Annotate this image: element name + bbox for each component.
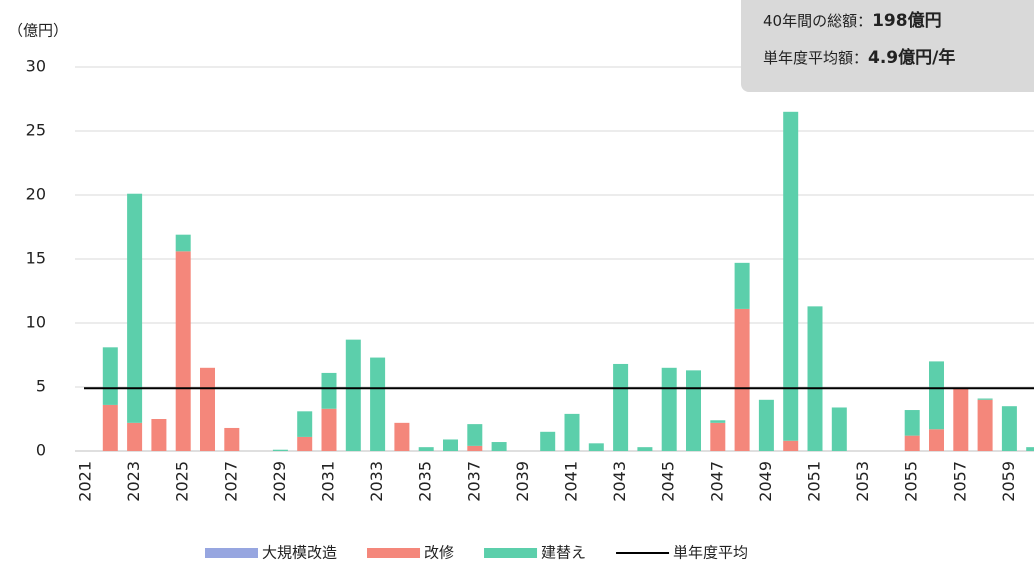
bar-segment: [151, 419, 167, 451]
bar-segment: [710, 420, 726, 423]
bar-segment: [224, 427, 240, 451]
bar-segment: [297, 436, 313, 451]
x-tick-label: 2051: [805, 461, 824, 502]
bar-segment: [102, 347, 118, 405]
bar-segment: [661, 367, 677, 451]
x-tick-label: 2033: [367, 461, 386, 502]
summary-avg-label: 単年度平均額：: [763, 49, 868, 67]
summary-avg-suffix: /年: [932, 47, 955, 68]
bar-segment: [297, 411, 313, 437]
bar-segment: [200, 367, 215, 451]
legend-label: 大規模改造: [262, 544, 337, 562]
bar-segment: [491, 442, 507, 451]
bar-segment: [686, 370, 701, 451]
bar-segment: [904, 410, 920, 436]
bar-segment: [710, 422, 726, 451]
bar-segment: [394, 422, 410, 451]
bar-segment: [734, 308, 750, 451]
x-tick-label: 2027: [221, 461, 240, 502]
bar-segment: [467, 445, 483, 451]
x-tick-label: 2045: [659, 461, 678, 502]
bar-segment: [783, 111, 799, 441]
bar-segment: [418, 447, 434, 451]
y-tick-label: 25: [26, 121, 46, 140]
bar-segment: [127, 422, 143, 451]
legend-label: 建替え: [541, 544, 586, 562]
bar-segment: [321, 372, 337, 409]
x-tick-label: 2041: [562, 461, 581, 502]
y-tick-label: 15: [26, 249, 46, 268]
x-tick-label: 2053: [853, 461, 872, 502]
x-tick-label: 2035: [416, 461, 435, 502]
summary-total-label: 40年間の総額：: [763, 12, 872, 30]
y-tick-label: 10: [26, 313, 46, 332]
x-tick-label: 2029: [270, 461, 289, 502]
x-tick-label: 2021: [76, 461, 95, 502]
bar-segment: [929, 429, 944, 451]
x-tick-label: 2025: [173, 461, 192, 502]
bar-segment: [613, 363, 629, 451]
bar-segment: [1026, 447, 1034, 451]
bar-segment: [904, 435, 920, 451]
x-tick-label: 2043: [610, 461, 629, 502]
legend-swatch: [367, 548, 421, 558]
y-tick-label: 20: [26, 185, 46, 204]
bar-segment: [977, 399, 993, 451]
bar-segment: [734, 262, 750, 309]
bar-segment: [321, 408, 337, 451]
y-tick-label: 30: [26, 57, 46, 76]
x-tick-label: 2059: [999, 461, 1018, 502]
summary-total-value: 198億円: [872, 10, 942, 31]
summary-total: 40年間の総額：198億円: [763, 10, 942, 31]
x-tick-label: 2049: [756, 461, 775, 502]
x-tick-label: 2031: [319, 461, 338, 502]
summary-avg: 単年度平均額：4.9億円/年: [763, 47, 955, 68]
bar-segment: [345, 339, 361, 451]
y-tick-label: 5: [36, 377, 46, 396]
bar-segment: [370, 357, 386, 451]
bar-segment: [175, 251, 191, 451]
legend-label: 単年度平均: [673, 544, 748, 562]
x-tick-label: 2057: [950, 461, 969, 502]
bar-segment: [467, 424, 483, 446]
x-tick-label: 2037: [464, 461, 483, 502]
bar-segment: [564, 413, 580, 451]
bar-segment: [953, 388, 969, 451]
x-tick-label: 2023: [124, 461, 143, 502]
bar-segment: [929, 361, 944, 430]
legend-swatch: [205, 548, 258, 558]
summary-avg-value: 4.9億円: [868, 47, 932, 68]
bar-segment: [1001, 406, 1017, 451]
bar-segment: [540, 431, 556, 451]
bar-segment: [831, 407, 847, 451]
summary-box: [741, 0, 1034, 92]
bar-segment: [127, 193, 143, 423]
bar-segment: [175, 234, 191, 252]
x-tick-label: 2039: [513, 461, 532, 502]
y-tick-label: 0: [36, 441, 46, 460]
x-tick-label: 2047: [707, 461, 726, 502]
bar-segment: [783, 440, 799, 451]
legend-label: 改修: [424, 544, 454, 562]
bar-segment: [443, 439, 458, 451]
bar-segment: [807, 306, 823, 451]
legend-swatch: [484, 548, 538, 558]
bar-segment: [758, 399, 774, 451]
bar-segment: [102, 404, 118, 451]
bar-segment: [637, 447, 653, 451]
y-unit: （億円）: [8, 22, 68, 40]
bar-segment: [977, 398, 993, 400]
bar-segment: [272, 449, 288, 451]
bar-segment: [588, 443, 604, 451]
x-tick-label: 2055: [902, 461, 921, 502]
